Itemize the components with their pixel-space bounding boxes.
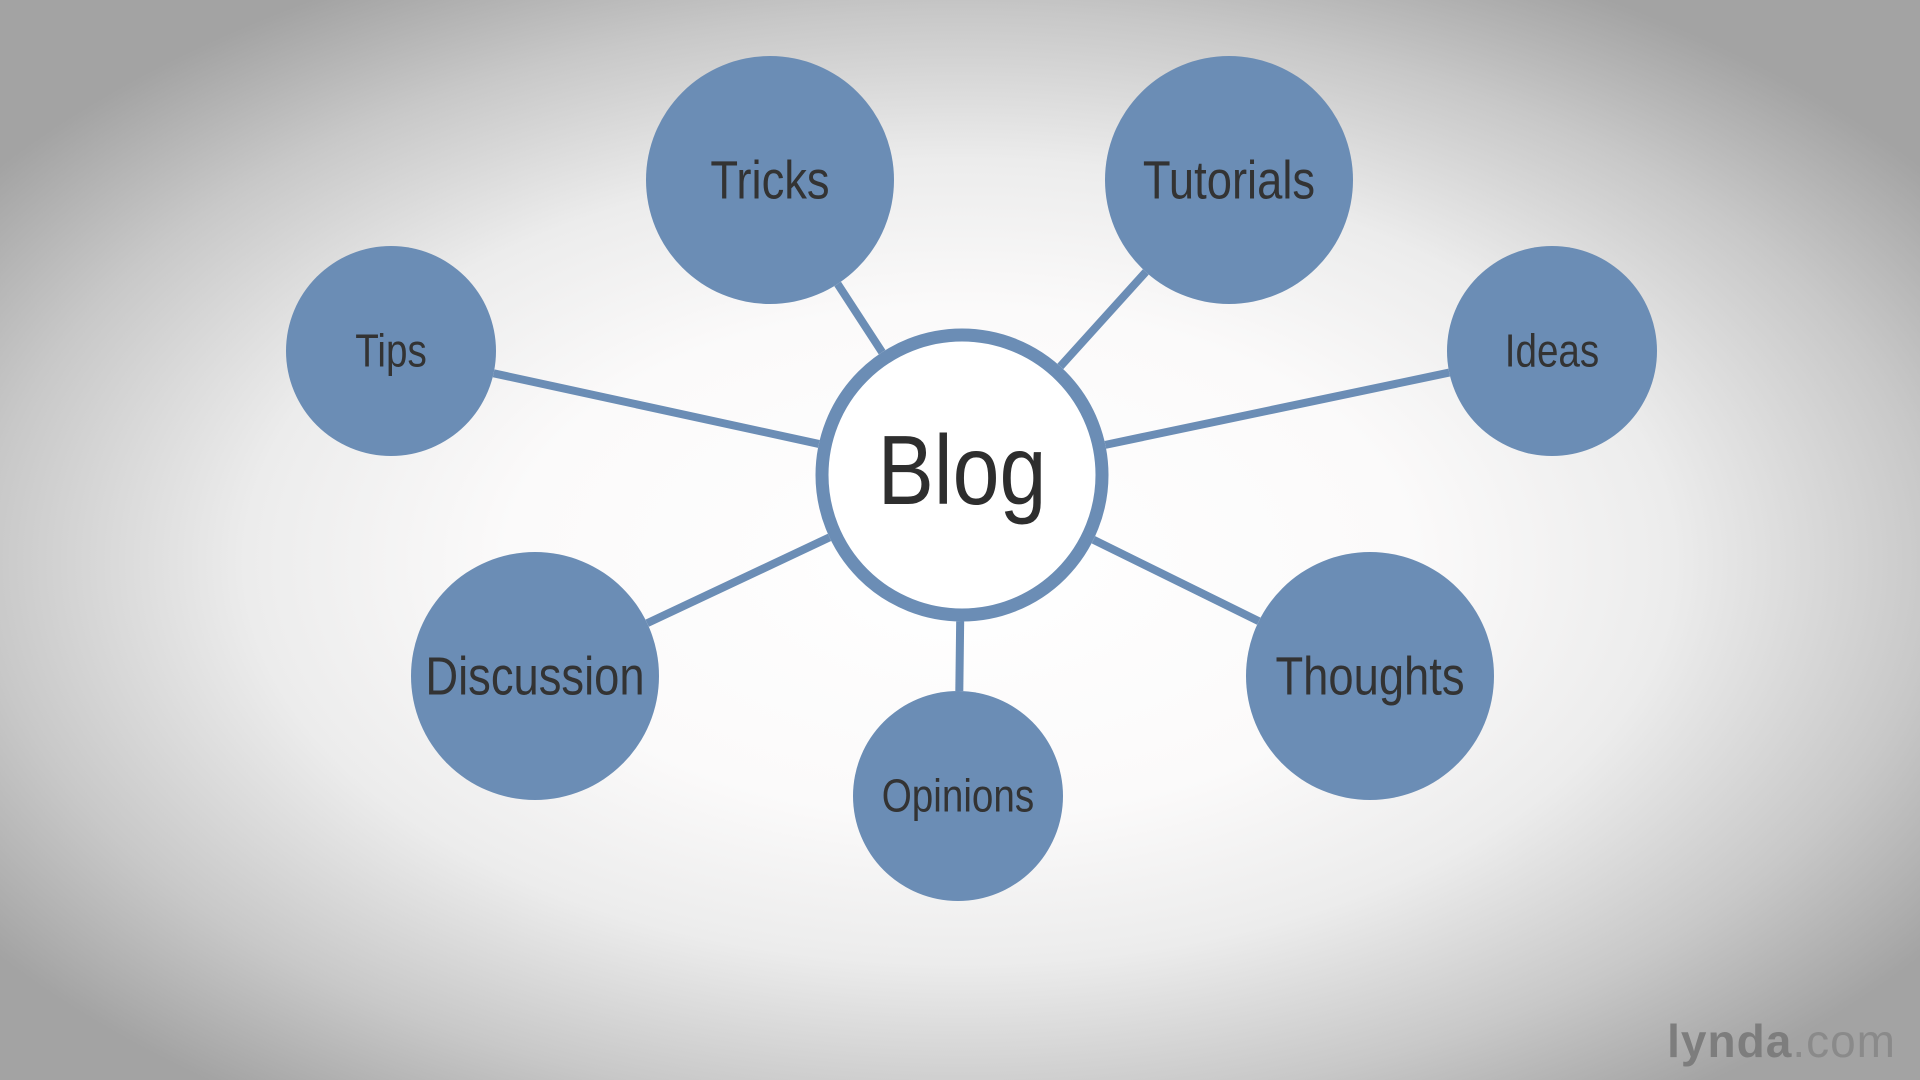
node-label-tricks: Tricks xyxy=(710,150,829,211)
node-discussion: Discussion xyxy=(411,552,659,800)
node-label-tutorials: Tutorials xyxy=(1143,150,1315,211)
node-label-ideas: Ideas xyxy=(1505,326,1600,377)
node-circle-tricks xyxy=(646,56,894,304)
watermark-brand: lynda xyxy=(1667,1015,1793,1067)
node-tricks: Tricks xyxy=(646,56,894,304)
node-tutorials: Tutorials xyxy=(1105,56,1353,304)
node-label-thoughts: Thoughts xyxy=(1275,646,1464,707)
connector-opinions xyxy=(955,621,965,692)
node-label-tips: Tips xyxy=(355,326,427,377)
connector-tips xyxy=(492,369,820,448)
node-opinions: Opinions xyxy=(853,691,1063,901)
topic-nodes: Tricks Tutorials Tips Ideas Discussion Though… xyxy=(286,56,1657,901)
connector-lines xyxy=(492,269,1451,692)
node-circle-tutorials xyxy=(1105,56,1353,304)
center-node-label: Blog xyxy=(878,416,1047,525)
node-tips: Tips xyxy=(286,246,496,456)
connector-ideas xyxy=(1104,368,1451,449)
connector-discussion xyxy=(645,533,832,627)
center-node: Blog xyxy=(815,328,1109,622)
connector-thoughts xyxy=(1091,536,1261,625)
node-circle-ideas xyxy=(1447,246,1657,456)
center-node-circle xyxy=(815,328,1109,622)
node-circle-opinions xyxy=(853,691,1063,901)
node-ideas: Ideas xyxy=(1447,246,1657,456)
node-circle-discussion xyxy=(411,552,659,800)
node-circle-thoughts xyxy=(1246,552,1494,800)
node-circle-tips xyxy=(286,246,496,456)
connector-tutorials xyxy=(1057,269,1149,370)
connector-tricks xyxy=(834,281,886,355)
watermark-suffix: .com xyxy=(1792,1015,1896,1067)
node-label-opinions: Opinions xyxy=(882,771,1034,822)
node-thoughts: Thoughts xyxy=(1246,552,1494,800)
lynda-watermark-logo: lynda.com xyxy=(1667,1014,1896,1068)
node-label-discussion: Discussion xyxy=(425,646,644,707)
